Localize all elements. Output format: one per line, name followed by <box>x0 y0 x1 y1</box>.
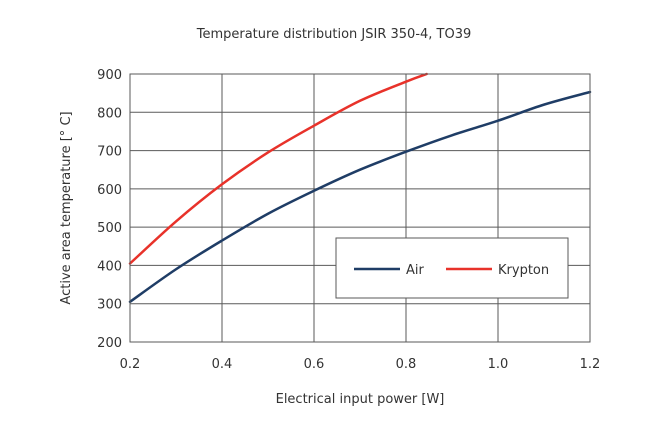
x-tick-label: 0.4 <box>212 357 233 372</box>
y-tick-label: 800 <box>97 106 122 121</box>
y-tick-label: 300 <box>97 298 122 313</box>
chart-title: Temperature distribution JSIR 350-4, TO3… <box>196 27 472 42</box>
y-tick-label: 500 <box>97 221 122 236</box>
x-axis-label: Electrical input power [W] <box>276 392 445 407</box>
y-axis-label: Active area temperature [° C] <box>59 111 74 304</box>
y-tick-label: 600 <box>97 183 122 198</box>
x-tick-label: 1.2 <box>580 357 601 372</box>
grid-lines <box>129 73 591 343</box>
series-line-krypton <box>128 72 428 265</box>
tick-labels: 0.2 0.4 0.6 0.8 1.0 1.2 200 300 400 500 600 700 800 9… <box>97 68 600 372</box>
x-tick-label: 0.8 <box>396 357 417 372</box>
y-tick-label: 400 <box>97 259 122 274</box>
x-tick-label: 1.0 <box>488 357 509 372</box>
x-tick-label: 0.6 <box>304 357 325 372</box>
y-tick-label: 900 <box>97 68 122 83</box>
legend-label-air: Air <box>406 263 425 278</box>
series-line-air <box>128 90 592 304</box>
y-tick-label: 200 <box>97 336 122 351</box>
y-tick-label: 700 <box>97 145 122 160</box>
legend-label-krypton: Krypton <box>498 263 549 278</box>
legend: Air Krypton <box>335 237 569 299</box>
plot-frame <box>129 73 591 343</box>
series-lines <box>128 72 592 304</box>
x-tick-label: 0.2 <box>120 357 141 372</box>
